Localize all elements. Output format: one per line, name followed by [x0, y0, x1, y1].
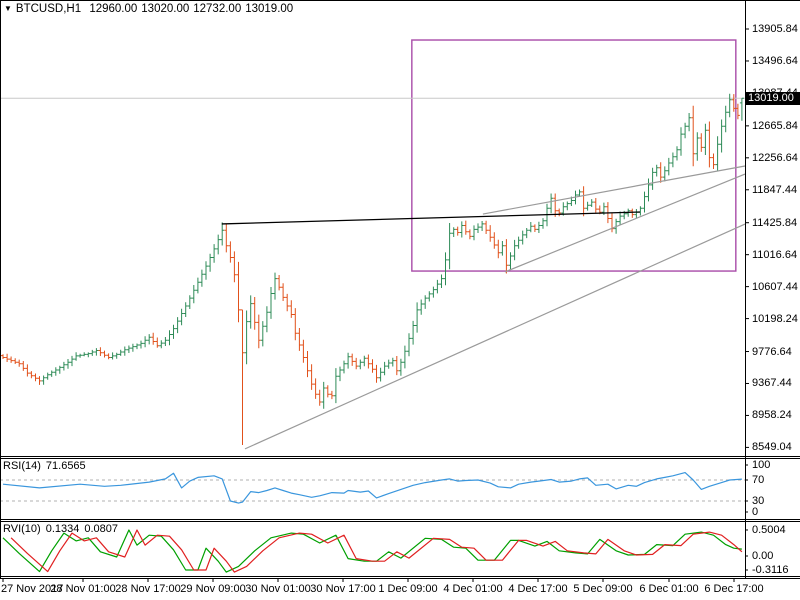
price-axis-label: 11847.44: [752, 183, 798, 196]
time-axis-label: 30 Nov 01:00: [245, 583, 311, 595]
bearish-ohlc-bars: [1, 94, 740, 445]
time-axis-label: 29 Nov 09:00: [180, 583, 246, 595]
rvi-axis-label: 0.00: [752, 550, 774, 562]
chart-title: ▼ BTCUSD,H1 12960.00 13020.00 12732.00 13019…: [4, 3, 297, 15]
time-axis-label: 28 Nov 17:00: [115, 583, 181, 595]
price-axis-label: 13905.84: [752, 23, 798, 35]
rvi-axis-label: 0.5004: [752, 523, 786, 536]
rvi-axis[interactable]: 0.5004 0.00 -0.3116: [746, 522, 800, 577]
rvi-indicator-label: RVI(10) 0.1334 0.0807: [3, 523, 123, 535]
price-axis-label: 8549.04: [752, 441, 792, 454]
price-axis-label: 10607.44: [752, 280, 798, 293]
time-axis-label: 1 Dec 09:00: [378, 583, 438, 595]
trendline-wedge-upper[interactable]: [482, 165, 746, 215]
time-axis-label: 28 Nov 01:00: [50, 583, 116, 595]
rvi-main-line: [2, 529, 742, 573]
price-axis-label: 11016.64: [752, 248, 798, 261]
time-axis-label: 6 Dec 01:00: [639, 583, 699, 595]
time-axis-label: 5 Dec 09:00: [573, 583, 633, 595]
rsi-axis-label: 70: [752, 474, 765, 486]
rsi-indicator-label: RSI(14) 71.6565: [3, 460, 91, 472]
rsi-value: 71.6565: [45, 460, 86, 472]
price-axis-label: 11425.84: [752, 216, 798, 229]
time-axis-label: 4 Dec 01:00: [443, 583, 503, 595]
price-axis[interactable]: 13905.8413496.6413087.4412665.8412256.64…: [746, 0, 800, 578]
rvi-signal-line: [10, 529, 743, 573]
rvi-value-main: 0.1334: [45, 523, 80, 535]
price-axis-label: 12256.64: [752, 151, 798, 164]
price-axis-label: 12665.84: [752, 119, 798, 132]
time-axis-label: 4 Dec 17:00: [508, 583, 568, 595]
ohlc-open: 12960.00: [89, 3, 138, 15]
price-axis-label: 10198.24: [752, 312, 798, 325]
ohlc-low: 12732.00: [193, 3, 242, 15]
price-axis-label: 9776.64: [752, 345, 792, 358]
rsi-axis-label: 30: [752, 495, 765, 507]
time-axis-label: 27 Nov 2017: [1, 583, 64, 595]
trendline-horizontal-resistance[interactable]: [221, 211, 641, 225]
symbol-dropdown-icon[interactable]: ▼: [4, 4, 12, 13]
current-price-tag: 13019.00: [746, 91, 800, 105]
rvi-axis-label: -0.3116: [752, 564, 789, 576]
price-axis-label: 9367.44: [752, 377, 792, 390]
rsi-axis-label: 100: [752, 459, 771, 471]
ohlc-high: 13020.00: [141, 3, 190, 15]
time-axis-label: 6 Dec 17:00: [704, 583, 764, 595]
time-axis[interactable]: 27 Nov 2017 28 Nov 01:00 28 Nov 17:00 29 No…: [0, 582, 800, 600]
rsi-axis[interactable]: 100 70 30 0: [746, 458, 800, 520]
trendline-wedge-lower[interactable]: [504, 173, 746, 273]
highlight-rectangle[interactable]: [411, 39, 737, 272]
trendline-long-ascending-support[interactable]: [244, 223, 746, 450]
symbol-period-label: BTCUSD,H1: [15, 3, 82, 15]
rsi-name: RSI(14): [3, 460, 41, 472]
rvi-name: RVI(10): [3, 523, 41, 535]
rsi-axis-label: 0: [752, 506, 759, 518]
bullish-ohlc-bars: [41, 93, 744, 409]
price-axis-label: 8958.24: [752, 409, 792, 422]
rsi-line: [2, 472, 742, 504]
time-axis-label: 30 Nov 17:00: [310, 583, 376, 595]
price-axis-label: 13496.64: [752, 54, 798, 67]
ohlc-close: 13019.00: [245, 3, 294, 15]
rvi-value-signal: 0.0807: [84, 523, 119, 535]
